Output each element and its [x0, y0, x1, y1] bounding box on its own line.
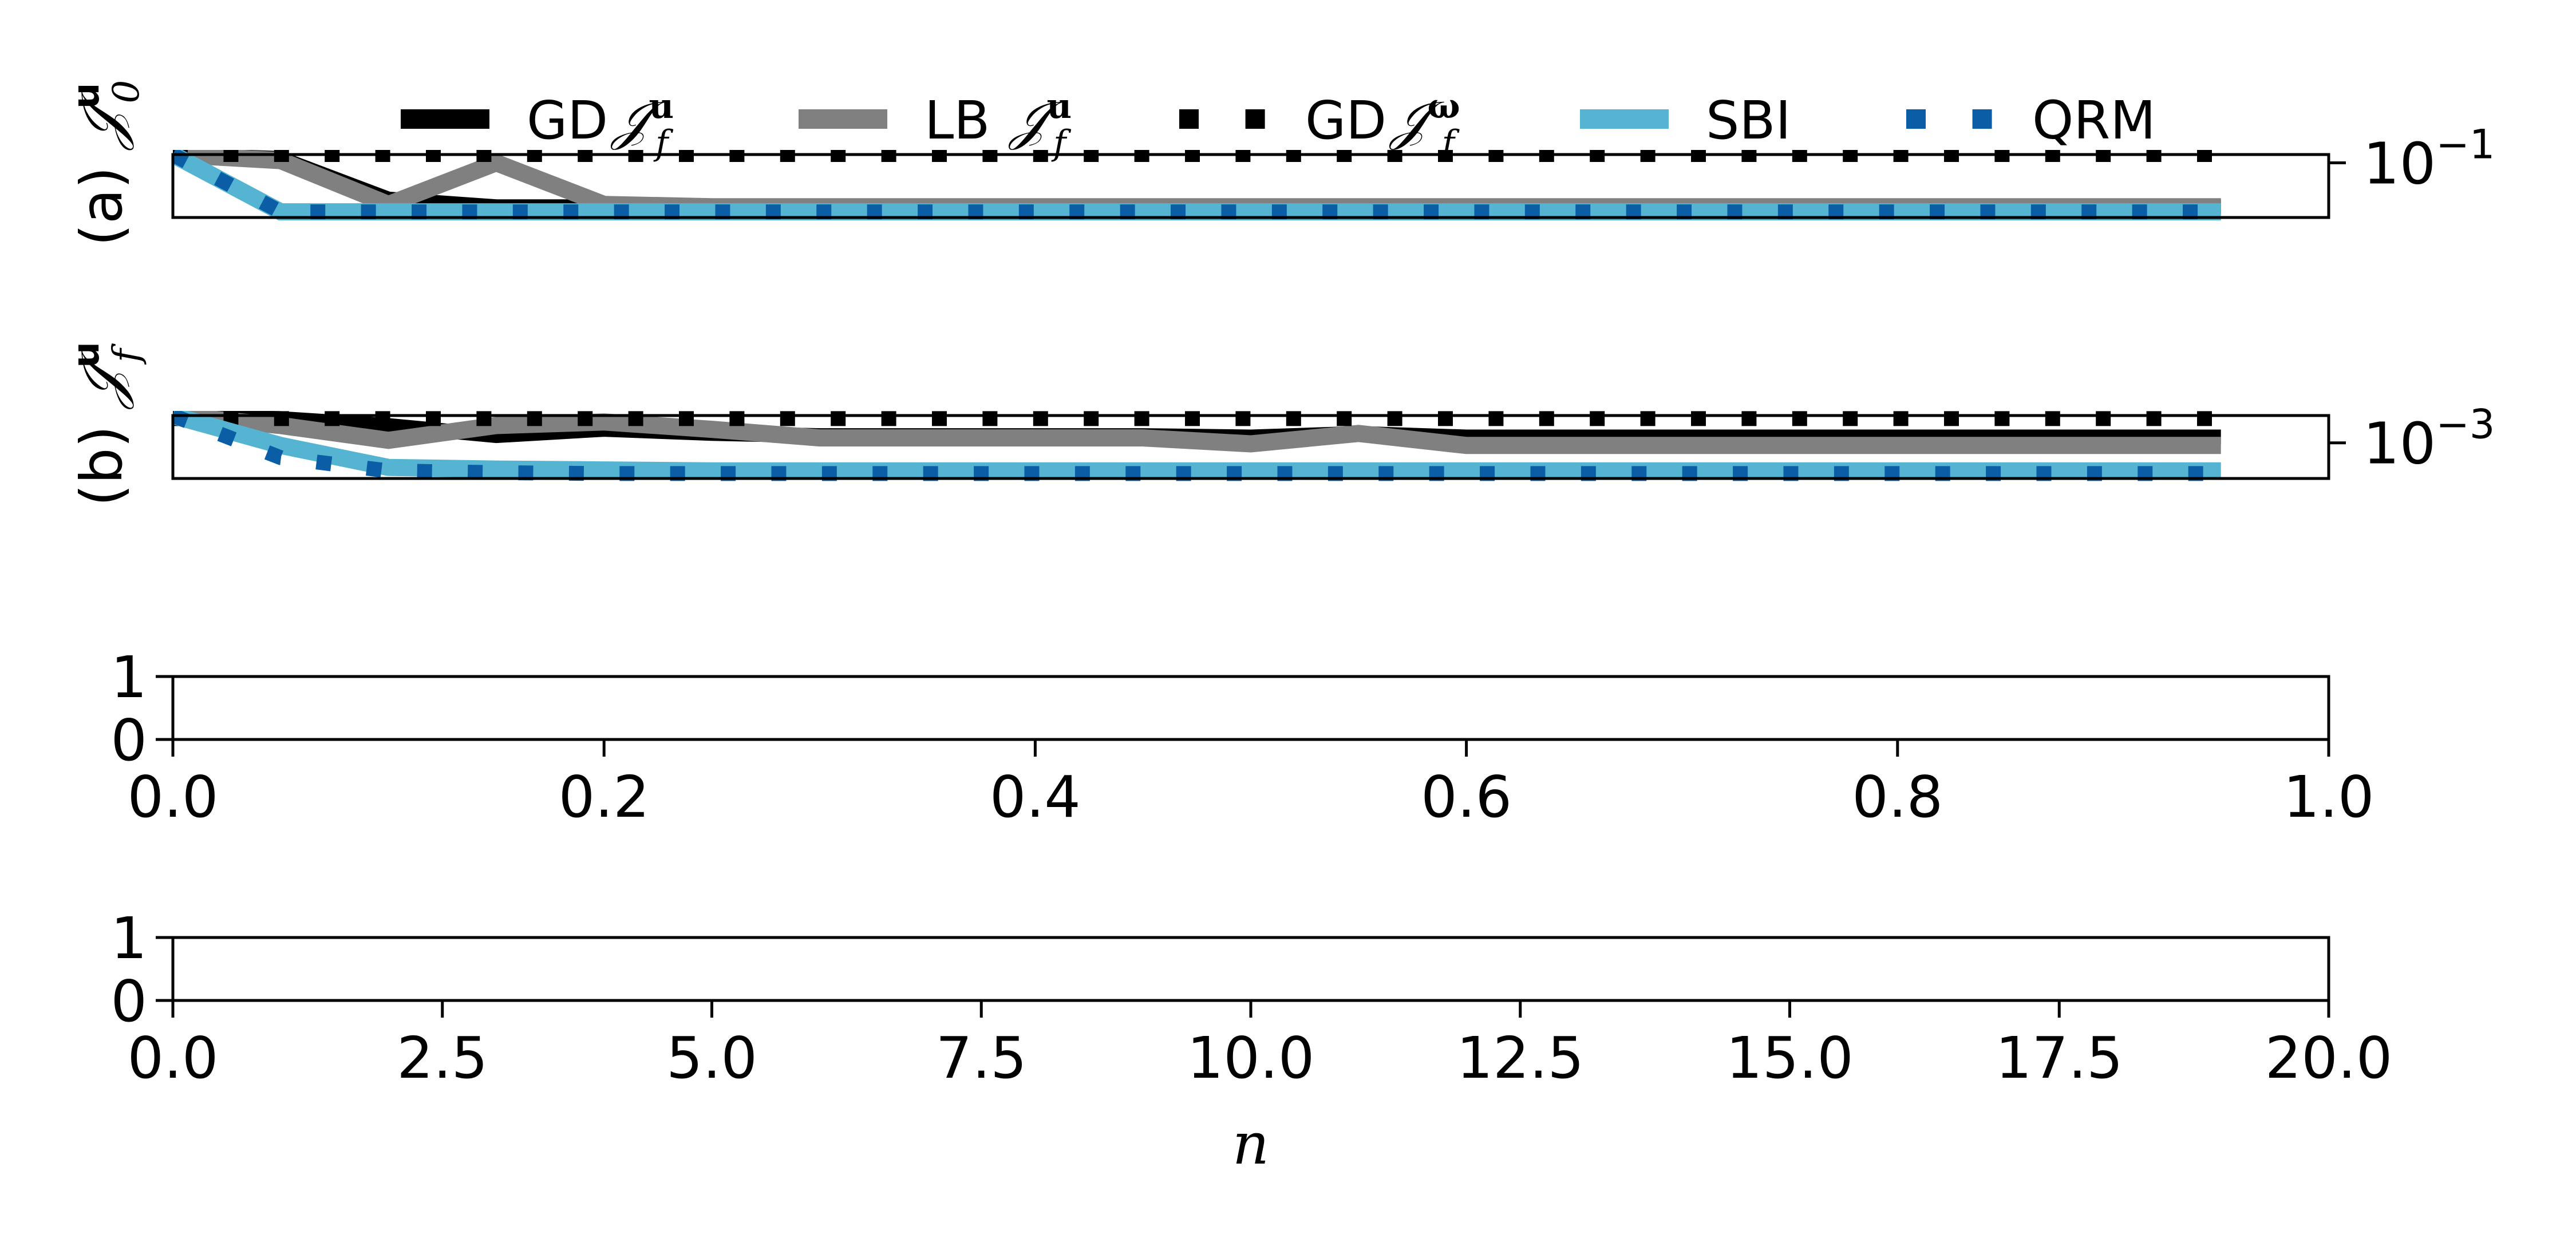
legend-entry-lb_u: LB 𝒥u f [799, 86, 1072, 163]
legend-label: LB [924, 90, 990, 151]
panel-d: 010.0 2.5 5.0 7.5 10.0 12.5 15.0 17.5 20.0n [110, 905, 2392, 1177]
legend-math: 𝒥u f [1008, 86, 1072, 163]
y-tick-label: 10−3 [2363, 401, 2495, 477]
legend-label: GD [1305, 90, 1386, 151]
x-tick-label: 0.0 [127, 1024, 218, 1091]
x-tick-label: 0.0 [127, 764, 218, 830]
x-tick-label: 17.5 [1996, 1024, 2123, 1091]
y-tick-label: 1 [110, 644, 147, 711]
axes-frame [171, 414, 2330, 480]
legend-entry-gd_w: GD 𝒥ω f [1179, 86, 1460, 163]
y-tick-label: 10−1 [2363, 121, 2495, 197]
legend-label: QRM [2032, 90, 2156, 151]
y-tick-label: 1 [110, 905, 147, 972]
x-tick-label: 0.8 [1852, 764, 1943, 830]
x-tick-label: 15.0 [1726, 1024, 1854, 1091]
panel-b: 10−3 (b) 𝒥uf [65, 342, 2495, 507]
series-line-qrm [173, 150, 2221, 220]
x-tick-label: 2.5 [397, 1024, 488, 1091]
x-axis-label: n [1232, 1110, 1269, 1177]
axes-frame [171, 153, 2330, 219]
series-line-lb_u [173, 411, 2221, 454]
series-group [173, 150, 2221, 221]
y-axis-label: (b) 𝒥uf [65, 342, 148, 507]
legend-entry-sbi: SBI [1580, 90, 1791, 151]
x-tick-label: 5.0 [666, 1024, 757, 1091]
legend-label: GD [527, 90, 608, 151]
x-tick-label: 7.5 [936, 1024, 1027, 1091]
legend-label: SBI [1706, 90, 1791, 151]
y-tick-label: 0 [110, 968, 147, 1035]
panel-a: 10−1 (a) 𝒥u0 [65, 80, 2495, 246]
x-tick-label: 0.2 [559, 764, 650, 830]
panel-c: 01 0.0 0.2 0.4 0.6 0.8 1.0 [110, 644, 2374, 830]
x-tick-label: 0.6 [1421, 764, 1512, 830]
y-tick-label: 0 [110, 707, 147, 774]
series-line-sbi [173, 411, 2221, 480]
x-tick-label: 1.0 [2283, 764, 2374, 830]
series-group [173, 411, 2221, 481]
x-tick-label: 12.5 [1456, 1024, 1584, 1091]
x-tick-label: 20.0 [2265, 1024, 2393, 1091]
x-tick-label: 0.4 [990, 764, 1081, 830]
axes-frame [171, 936, 2330, 1002]
legend-entry-qrm: QRM [1906, 90, 2156, 151]
x-tick-label: 10.0 [1187, 1024, 1315, 1091]
axes-frame [171, 675, 2330, 741]
y-axis-label: (a) 𝒥u0 [65, 80, 148, 246]
legend: GD 𝒥u f LB 𝒥u f GD 𝒥ω f SBI QRM [401, 86, 2156, 163]
